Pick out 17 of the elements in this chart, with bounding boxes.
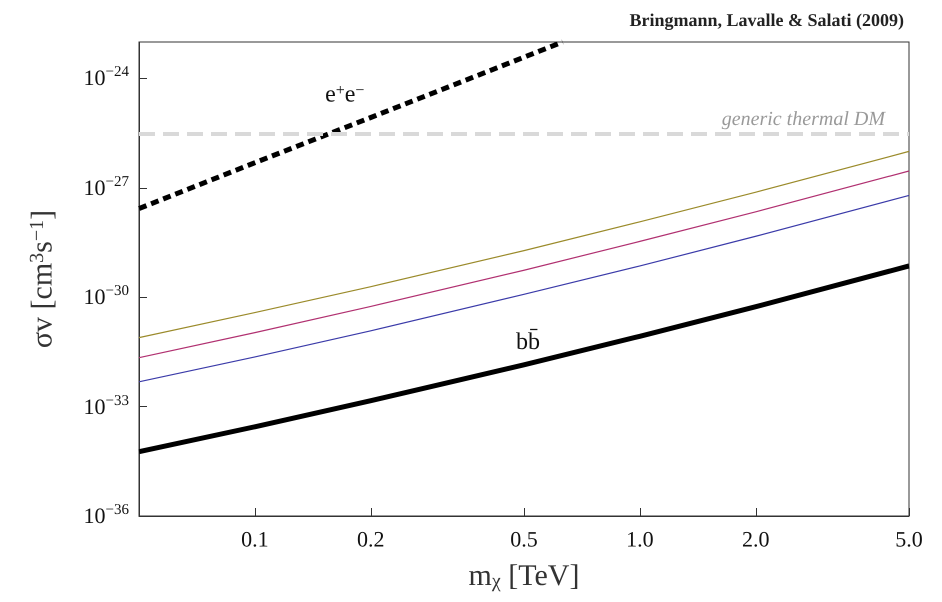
y-tick-label: 10$^{−24}$ <box>84 64 129 90</box>
y-axis-title: σv [cm3s−1] <box>26 210 58 348</box>
series-label: bb̄ <box>516 328 540 355</box>
y-tick-label: 10$^{−36}$ <box>84 502 129 528</box>
x-axis-title: mχ [TeV] <box>468 559 580 592</box>
y-tick-label: 10$^{−30}$ <box>84 283 129 310</box>
y-tick-label: 10$^{−33}$ <box>84 392 129 419</box>
x-tick-label: 0.5 <box>510 526 538 552</box>
y-tick-label: 10$^{−27}$ <box>84 174 129 200</box>
x-tick-label: 2.0 <box>742 526 770 552</box>
x-tick-label: 1.0 <box>626 526 654 552</box>
chart-title: Bringmann, Lavalle & Salati (2009) <box>629 10 904 30</box>
series-label: e+e− <box>325 81 364 108</box>
x-tick-label: 0.2 <box>357 526 385 552</box>
ref-line-label: generic thermal DM <box>722 108 886 130</box>
x-tick-label: 0.1 <box>241 526 269 552</box>
x-tick-label: 5.0 <box>895 526 923 552</box>
